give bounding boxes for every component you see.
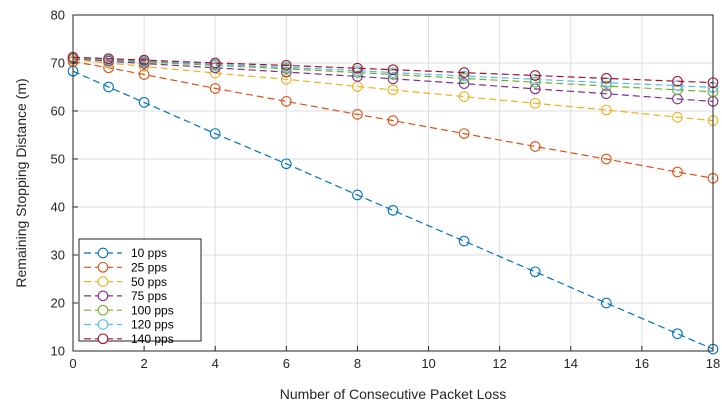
data-point [387, 67, 399, 78]
data-point [280, 73, 292, 85]
x-tick-label: 18 [706, 356, 720, 371]
series-layer [67, 51, 719, 355]
data-point [529, 76, 541, 88]
data-point [600, 153, 612, 165]
data-point [352, 109, 363, 120]
data-point [103, 53, 114, 65]
y-tick-label: 10 [51, 344, 65, 359]
series-line [72, 57, 714, 93]
data-point [352, 62, 363, 74]
data-point [138, 54, 150, 66]
data-point [352, 71, 363, 82]
legend-label: 25 pps [131, 261, 167, 275]
data-point [458, 235, 470, 247]
series-50-pps [67, 54, 719, 126]
data-point [672, 166, 683, 178]
legend-label: 120 pps [131, 318, 174, 332]
data-point [280, 158, 292, 170]
data-point [672, 111, 683, 123]
x-tick-label: 6 [283, 356, 290, 371]
series-25-pps [67, 56, 719, 184]
data-point [209, 83, 221, 94]
data-point [103, 81, 114, 93]
legend-swatch-marker [97, 276, 109, 287]
data-point [529, 141, 541, 152]
legend-label: 10 pps [131, 246, 167, 260]
data-point [458, 91, 470, 102]
plot-frame [72, 14, 714, 352]
data-point [138, 69, 150, 80]
legend-swatch-marker [97, 247, 109, 259]
data-point [458, 67, 470, 78]
x-tick-label: 4 [212, 356, 219, 371]
series-line [72, 56, 714, 84]
data-point [458, 70, 470, 82]
legend-label: 50 pps [131, 275, 167, 289]
y-tick-label: 60 [51, 104, 65, 119]
x-tick-label: 10 [421, 356, 435, 371]
x-axis-title: Number of Consecutive Packet Loss [280, 386, 506, 402]
data-point [600, 80, 612, 92]
y-tick-label: 40 [51, 200, 65, 215]
data-point [529, 70, 541, 81]
tick-labels: 0 2 4 6 8 10 12 14 16 18 10 20 30 40 50 60 70 80 [51, 8, 721, 372]
data-point [672, 80, 683, 91]
legend-label: 100 pps [131, 303, 174, 317]
y-tick-label: 80 [51, 8, 65, 23]
data-point [387, 84, 399, 96]
series-line [72, 61, 714, 179]
data-point [209, 128, 221, 139]
data-point [529, 73, 541, 85]
data-point [600, 104, 612, 116]
data-point [600, 297, 612, 309]
data-point [458, 128, 470, 139]
legend-label: 75 pps [131, 289, 167, 303]
y-tick-label: 50 [51, 152, 65, 167]
y-tick-label: 30 [51, 248, 65, 263]
data-point [387, 64, 399, 76]
x-tick-label: 14 [564, 356, 578, 371]
x-tick-label: 0 [69, 356, 76, 371]
series-line [72, 59, 714, 122]
legend-swatch-marker [97, 304, 109, 316]
series-line [72, 70, 714, 350]
data-point [209, 62, 221, 74]
legend-swatch-marker [97, 333, 109, 345]
data-point [529, 97, 541, 109]
data-point [600, 73, 612, 84]
data-point [352, 189, 363, 201]
data-point [280, 60, 292, 71]
series-10-pps [67, 65, 719, 355]
legend-label: 140 pps [131, 332, 174, 346]
data-point [458, 73, 470, 84]
data-point [209, 57, 221, 69]
series-line [72, 57, 714, 89]
data-point [280, 96, 292, 107]
data-point [600, 88, 612, 100]
data-point [672, 328, 683, 340]
legend-swatch-marker [97, 290, 109, 302]
x-tick-label: 16 [635, 356, 649, 371]
y-tick-label: 20 [51, 296, 65, 311]
y-tick-label: 70 [51, 56, 65, 71]
x-tick-label: 2 [140, 356, 147, 371]
data-point [138, 97, 150, 108]
x-tick-label: 8 [354, 356, 361, 371]
legend-swatch-marker [97, 319, 109, 330]
y-axis-title: Remaining Stopping Distance (m) [13, 78, 29, 287]
data-point [529, 266, 541, 278]
x-tick-label: 12 [492, 356, 506, 371]
data-point [387, 205, 399, 216]
data-point [387, 115, 399, 126]
legend-swatch-marker [97, 261, 109, 273]
data-point [352, 65, 363, 77]
series-line [72, 58, 714, 102]
data-point [672, 75, 683, 87]
